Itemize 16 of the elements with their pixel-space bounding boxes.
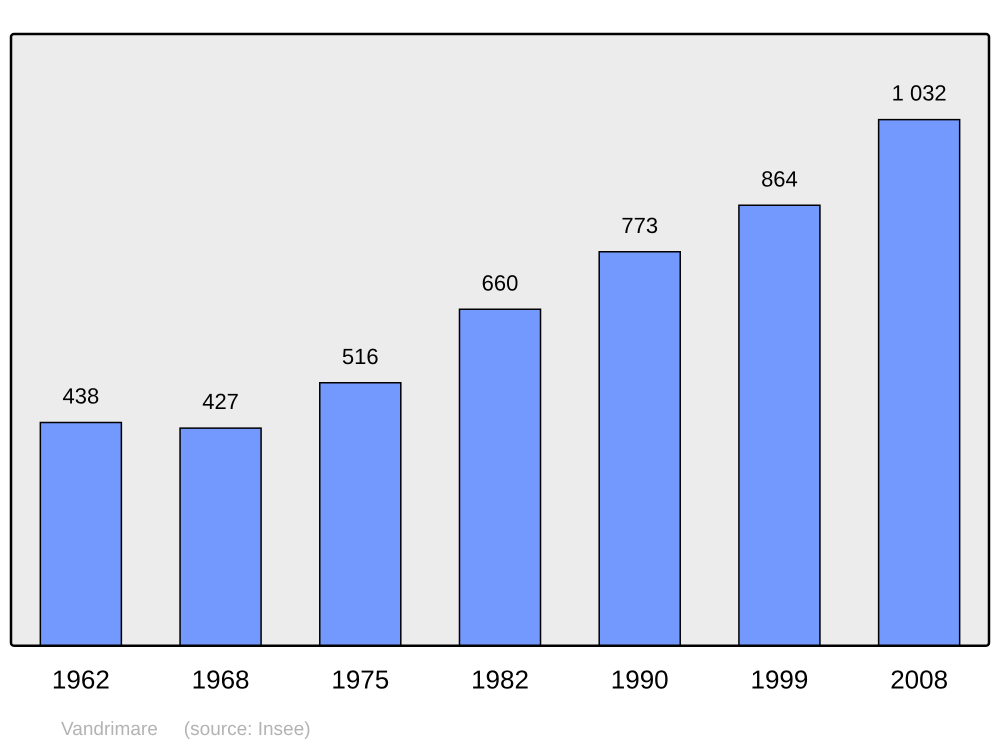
x-tick-label: 1968	[192, 664, 250, 695]
data-label: 1 032	[892, 80, 947, 106]
data-label: 864	[761, 166, 798, 192]
data-label: 438	[62, 384, 100, 409]
data-label: 773	[621, 212, 658, 238]
x-tick-label: 1975	[331, 664, 390, 695]
x-tick-label: 1990	[610, 664, 669, 695]
text: (source: Insee)	[184, 719, 311, 740]
x-tick-label: 2008	[890, 664, 948, 695]
data-label: 516	[342, 344, 379, 369]
x-tick-label: 1999	[750, 664, 808, 695]
x-tick-label: 1982	[471, 664, 529, 695]
data-label: 660	[482, 270, 518, 296]
text: Vandrimare	[61, 719, 158, 740]
x-tick-label: 1962	[52, 664, 110, 695]
data-label: 427	[202, 389, 239, 414]
